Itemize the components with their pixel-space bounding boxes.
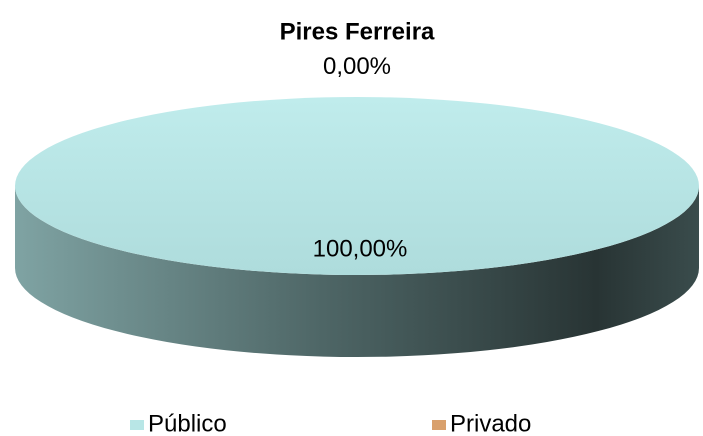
legend-swatch [432,420,446,430]
pie-slice [15,97,699,275]
legend-swatch [130,420,144,430]
chart-title: Pires Ferreira [280,18,435,45]
legend-label: Público [148,410,227,436]
data-label: 100,00% [313,235,408,262]
legend-label: Privado [450,410,531,436]
pie-side [15,186,699,357]
data-label: 0,00% [323,53,391,80]
